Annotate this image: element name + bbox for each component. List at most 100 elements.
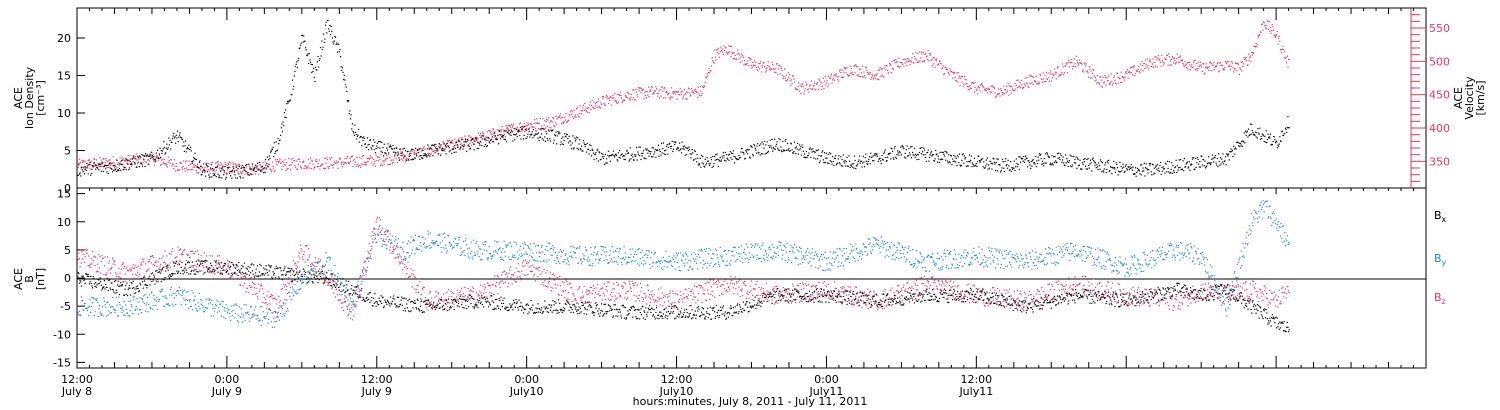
density-series-point (723, 155, 725, 157)
velocity-series-point (1271, 29, 1273, 32)
velocity-series-point (163, 163, 165, 165)
density-series-point (386, 147, 388, 149)
velocity-series-point (281, 168, 283, 170)
density-series-point (83, 167, 85, 169)
velocity-series-point (1287, 66, 1289, 68)
velocity-series-point (1262, 29, 1264, 31)
density-series-point (1226, 154, 1228, 156)
bz-series-point (97, 271, 99, 273)
velocity-series-point (784, 77, 786, 79)
density-series-point (163, 141, 165, 143)
density-series-point (507, 128, 509, 130)
density-series-point (542, 139, 545, 141)
density-series-point (915, 153, 917, 155)
density-series-point (999, 164, 1001, 166)
density-series-point (686, 147, 688, 149)
bz-series-point (300, 248, 302, 250)
velocity-series-point (437, 146, 440, 148)
density-series-point (211, 176, 213, 178)
bz-series-point (193, 252, 195, 255)
velocity-series-point (1016, 79, 1018, 82)
velocity-series-point (460, 143, 462, 145)
density-series-point (118, 167, 121, 170)
bz-series-point (461, 287, 463, 289)
bz-series-point (497, 293, 499, 295)
density-series-point (1183, 158, 1185, 160)
density-series-point (131, 158, 134, 160)
density-series-point (413, 158, 415, 160)
velocity-series-point (965, 79, 967, 81)
velocity-series-point (95, 159, 97, 161)
density-series-point (361, 137, 363, 139)
density-series-point (726, 157, 728, 159)
velocity-series-point (915, 51, 917, 53)
velocity-series-point (461, 137, 463, 139)
density-series-point (628, 160, 630, 162)
velocity-series-point (925, 56, 927, 58)
density-series-point (1094, 164, 1096, 166)
velocity-series-point (191, 169, 194, 171)
velocity-series-point (1111, 84, 1114, 86)
density-series-point (305, 49, 307, 51)
density-series-point (130, 162, 132, 164)
density-series-point (1260, 135, 1262, 138)
velocity-series-point (1015, 84, 1017, 87)
velocity-series-point (743, 64, 745, 66)
bz-series-point (213, 267, 215, 269)
velocity-series-point (664, 87, 666, 89)
velocity-series-point (815, 83, 818, 85)
bz-series-point (201, 265, 204, 267)
density-series-point (835, 155, 837, 157)
velocity-series-point (100, 159, 102, 161)
bz-series-point (445, 303, 447, 305)
density-series-point (529, 136, 531, 138)
density-series-point (644, 148, 646, 150)
density-series-point (824, 161, 826, 163)
velocity-series-point (295, 160, 297, 162)
density-series-point (1174, 166, 1177, 168)
velocity-series-point (127, 154, 129, 156)
velocity-series-point (1069, 61, 1071, 64)
density-series-point (179, 132, 181, 134)
velocity-series-point (1232, 67, 1234, 69)
velocity-series-point (153, 160, 155, 162)
velocity-series-point (648, 95, 650, 98)
bz-series-point (180, 248, 182, 250)
density-series-point (623, 158, 625, 160)
velocity-series-point (1164, 58, 1167, 61)
velocity-series-point (126, 162, 128, 164)
density-series-point (906, 145, 908, 147)
density-series-point (590, 155, 593, 157)
velocity-series-point (191, 162, 193, 164)
bz-series-point (188, 256, 190, 259)
density-series-point (864, 157, 866, 159)
velocity-series-point (798, 82, 800, 84)
density-series-point (1124, 170, 1126, 172)
bz-series-point (133, 268, 135, 270)
velocity-series-point (520, 131, 522, 133)
density-series-point (170, 141, 172, 143)
velocity-series-point (296, 168, 299, 170)
density-series-point (452, 148, 455, 150)
velocity-series-point (91, 165, 94, 168)
density-series-point (988, 164, 990, 166)
density-series-point (847, 165, 849, 167)
density-series-point (667, 153, 669, 155)
density-series-point (424, 154, 426, 157)
velocity-series-point (1153, 61, 1155, 63)
density-series-point (830, 153, 832, 155)
bz-series-point (116, 278, 119, 280)
density-series-point (625, 150, 628, 152)
velocity-series-point (224, 161, 226, 164)
density-series-point (383, 155, 385, 157)
density-series-point (1269, 133, 1272, 135)
density-series-point (259, 170, 262, 172)
bz-series-point (82, 253, 84, 255)
density-series-point (410, 159, 412, 161)
density-series-point (909, 154, 911, 156)
velocity-series-point (620, 97, 623, 99)
density-series-point (484, 139, 486, 141)
velocity-series-point (1116, 73, 1119, 75)
bz-series-point (281, 305, 283, 307)
density-series-point (1264, 135, 1266, 137)
